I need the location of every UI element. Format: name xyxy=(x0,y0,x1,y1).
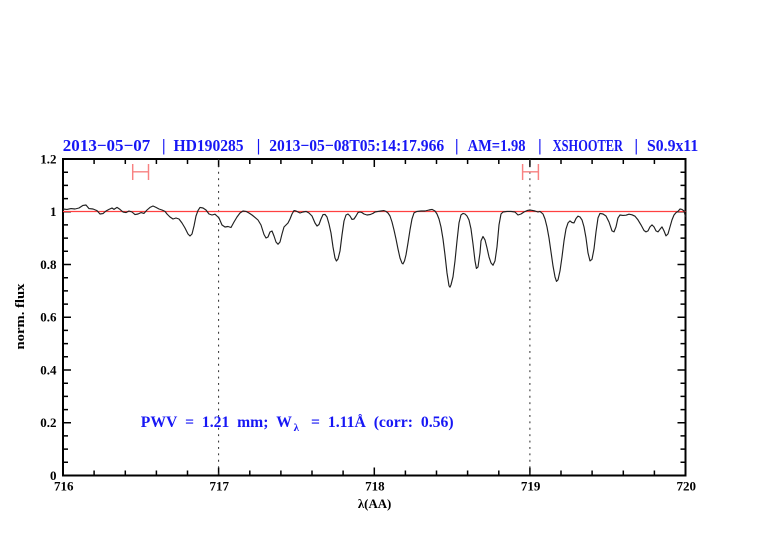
svg-text:719: 719 xyxy=(521,479,541,494)
svg-text:0.6: 0.6 xyxy=(40,310,57,325)
svg-text:S0.9x11: S0.9x11 xyxy=(647,136,698,155)
svg-text:1: 1 xyxy=(50,204,57,219)
svg-text:717: 717 xyxy=(210,479,230,494)
svg-text:XSHOOTER: XSHOOTER xyxy=(553,136,624,155)
svg-text:|: | xyxy=(538,136,542,155)
svg-text:HD190285: HD190285 xyxy=(174,136,244,155)
svg-text:0.2: 0.2 xyxy=(40,415,56,430)
svg-text:PWV = 1.21 mm; W: PWV = 1.21 mm; W xyxy=(141,414,293,431)
svg-text:2013−05−07: 2013−05−07 xyxy=(63,136,151,155)
svg-text:= 1.11Å (corr: 0.56): = 1.11Å (corr: 0.56) xyxy=(311,414,454,431)
svg-text:720: 720 xyxy=(676,479,696,494)
svg-text:|: | xyxy=(257,136,261,155)
svg-text:1.2: 1.2 xyxy=(40,151,56,166)
svg-text:2013−05−08T05:14:17.966: 2013−05−08T05:14:17.966 xyxy=(269,136,444,155)
svg-text:716: 716 xyxy=(54,479,74,494)
svg-text:norm. flux: norm. flux xyxy=(12,283,27,350)
svg-text:|: | xyxy=(455,136,459,155)
svg-text:AM=1.98: AM=1.98 xyxy=(468,136,526,155)
svg-text:λ(AA): λ(AA) xyxy=(358,496,392,511)
svg-text:718: 718 xyxy=(365,479,385,494)
svg-text:λ: λ xyxy=(294,422,300,434)
svg-text:0: 0 xyxy=(50,468,57,483)
svg-text:0.8: 0.8 xyxy=(40,257,57,272)
svg-text:0.4: 0.4 xyxy=(40,362,57,377)
svg-text:|: | xyxy=(162,136,166,155)
svg-text:|: | xyxy=(634,136,638,155)
